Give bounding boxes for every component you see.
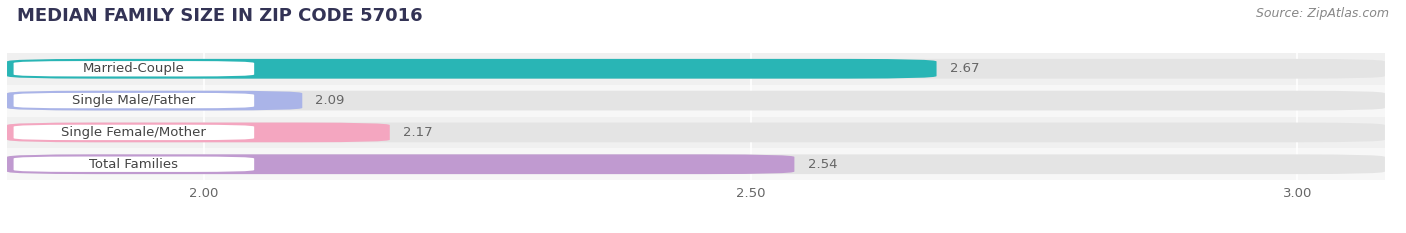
FancyBboxPatch shape bbox=[7, 53, 1385, 85]
FancyBboxPatch shape bbox=[7, 123, 389, 142]
Text: Source: ZipAtlas.com: Source: ZipAtlas.com bbox=[1256, 7, 1389, 20]
Text: 2.17: 2.17 bbox=[404, 126, 433, 139]
Text: MEDIAN FAMILY SIZE IN ZIP CODE 57016: MEDIAN FAMILY SIZE IN ZIP CODE 57016 bbox=[17, 7, 422, 25]
FancyBboxPatch shape bbox=[7, 148, 1385, 180]
FancyBboxPatch shape bbox=[7, 116, 1385, 148]
Text: Single Female/Mother: Single Female/Mother bbox=[62, 126, 207, 139]
FancyBboxPatch shape bbox=[7, 154, 794, 174]
Text: 2.54: 2.54 bbox=[807, 158, 837, 171]
FancyBboxPatch shape bbox=[7, 59, 1385, 79]
FancyBboxPatch shape bbox=[7, 123, 1385, 142]
FancyBboxPatch shape bbox=[14, 61, 254, 76]
FancyBboxPatch shape bbox=[7, 154, 1385, 174]
Text: 2.67: 2.67 bbox=[949, 62, 979, 75]
FancyBboxPatch shape bbox=[7, 91, 1385, 110]
FancyBboxPatch shape bbox=[7, 59, 936, 79]
Text: Single Male/Father: Single Male/Father bbox=[72, 94, 195, 107]
Text: Total Families: Total Families bbox=[90, 158, 179, 171]
Text: 2.09: 2.09 bbox=[315, 94, 344, 107]
FancyBboxPatch shape bbox=[14, 125, 254, 140]
FancyBboxPatch shape bbox=[7, 85, 1385, 116]
FancyBboxPatch shape bbox=[14, 93, 254, 108]
FancyBboxPatch shape bbox=[7, 91, 302, 110]
Text: Married-Couple: Married-Couple bbox=[83, 62, 184, 75]
FancyBboxPatch shape bbox=[14, 157, 254, 172]
